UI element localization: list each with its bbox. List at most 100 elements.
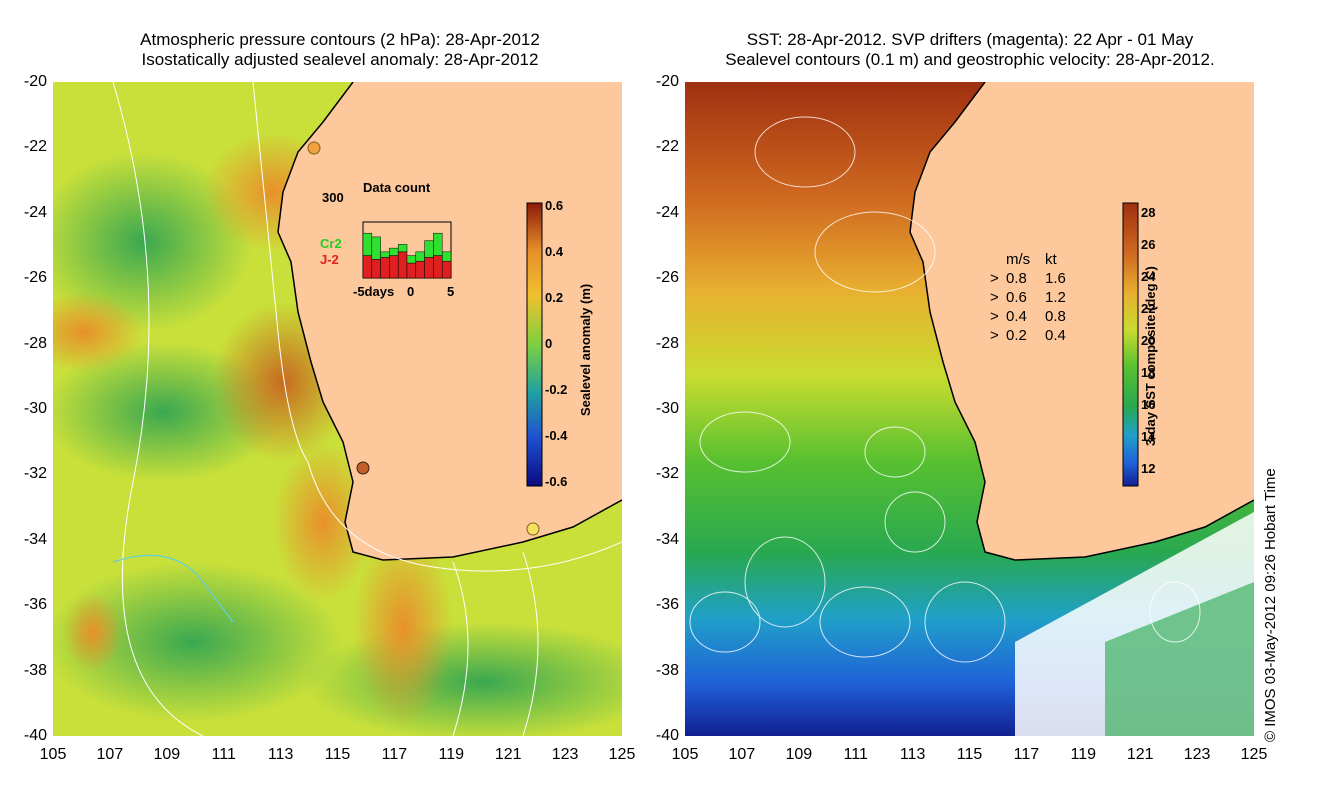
right-colorbar-tick: 28 xyxy=(1141,205,1156,220)
inset-bar-cr2 xyxy=(362,232,373,256)
inset-bar-j2 xyxy=(415,260,425,279)
inset-bar-j2 xyxy=(441,260,452,279)
right-ytick: -32 xyxy=(655,465,679,483)
left-colorbar-tick: -0.2 xyxy=(545,382,568,397)
right-ytick: -24 xyxy=(655,203,679,221)
inset-bar-j2 xyxy=(397,251,408,279)
sealevel-anomaly-map xyxy=(53,82,622,736)
right-xtick: 105 xyxy=(671,746,699,763)
australia-land-right xyxy=(910,82,1254,560)
vel-ms-value: 0.4 xyxy=(1006,308,1027,325)
right-ytick: -36 xyxy=(655,596,679,614)
left-ytick: -36 xyxy=(23,596,47,614)
left-xtick: 105 xyxy=(39,746,67,763)
inset-bar-cr2 xyxy=(389,247,399,256)
left-colorbar-tick: -0.4 xyxy=(545,428,568,443)
right-ytick: -40 xyxy=(655,727,679,744)
right-xtick: 113 xyxy=(899,746,926,763)
site-marker-3 xyxy=(526,522,540,536)
sst-map xyxy=(685,82,1254,736)
vel-arrow-icon: > xyxy=(990,289,999,306)
right-colorbar-tick: 16 xyxy=(1141,397,1156,412)
right-xtick: 121 xyxy=(1126,746,1154,763)
left-xtick: 119 xyxy=(438,746,465,763)
right-colorbar-tick: 12 xyxy=(1141,461,1156,476)
right-ytick: -30 xyxy=(655,400,679,417)
left-colorbar-tick: -0.6 xyxy=(545,474,568,489)
left-xtick: 109 xyxy=(153,746,181,763)
inset-bar-j2 xyxy=(406,262,417,279)
left-xtick: 125 xyxy=(608,746,636,763)
inset-bar-cr2 xyxy=(397,244,408,253)
inset-xtick-2: 5 xyxy=(447,284,455,299)
right-xtick: 115 xyxy=(956,746,983,763)
left-ytick: -30 xyxy=(23,400,47,417)
coastline-right xyxy=(909,82,1254,561)
left-colorbar-tick: 0.6 xyxy=(545,198,564,213)
right-xtick: 117 xyxy=(1013,746,1040,763)
right-colorbar-tick: 20 xyxy=(1141,333,1156,348)
left-ytick: -26 xyxy=(23,269,47,287)
inset-bar-cr2 xyxy=(441,251,452,262)
vel-kt-value: 0.4 xyxy=(1045,327,1066,344)
right-ytick: -28 xyxy=(655,334,679,352)
left-colorbar-tick: 0 xyxy=(545,336,553,351)
inset-bar-j2 xyxy=(433,255,443,279)
imos-credit: © IMOS 03-May-2012 09:26 Hobart Time xyxy=(1262,468,1279,742)
left-colorbar-tick: 0.2 xyxy=(545,290,564,305)
inset-bar-cr2 xyxy=(424,240,434,258)
vel-header-kt: kt xyxy=(1045,251,1057,268)
left-xtick: 111 xyxy=(211,746,236,763)
vel-arrow-icon: > xyxy=(990,327,999,344)
left-ytick: -24 xyxy=(23,203,47,221)
legend-cr2: Cr2 xyxy=(320,236,342,251)
legend-j2: J-2 xyxy=(320,252,339,267)
inset-bar-j2 xyxy=(380,257,390,279)
right-colorbar-tick: 14 xyxy=(1141,429,1156,444)
sealevel-colorbar xyxy=(526,202,543,487)
left-ytick: -38 xyxy=(23,661,47,679)
inset-bar-cr2 xyxy=(406,255,417,264)
left-xtick: 117 xyxy=(381,746,408,763)
inset-bar-j2 xyxy=(424,257,434,279)
right-colorbar-tick: 22 xyxy=(1141,301,1156,316)
right-xtick: 107 xyxy=(728,746,756,763)
inset-xtick-1: 0 xyxy=(407,284,415,299)
inset-bar-j2 xyxy=(389,255,399,279)
right-ytick: -34 xyxy=(655,530,679,548)
vel-kt-value: 0.8 xyxy=(1045,308,1066,325)
left-colorbar-tick: 0.4 xyxy=(545,244,564,259)
vel-ms-value: 0.2 xyxy=(1006,327,1027,344)
left-xtick: 113 xyxy=(267,746,294,763)
vel-kt-value: 1.2 xyxy=(1045,289,1066,306)
right-colorbar-tick: 26 xyxy=(1141,237,1156,252)
left-xtick: 123 xyxy=(551,746,579,763)
left-ytick: -32 xyxy=(23,465,47,483)
left-ytick: -22 xyxy=(23,138,47,156)
right-xtick: 111 xyxy=(843,746,868,763)
right-ytick: -20 xyxy=(655,73,679,90)
inset-title: Data count xyxy=(363,180,431,195)
sst-colorbar xyxy=(1122,202,1139,487)
site-marker-1 xyxy=(307,141,321,155)
inset-bar-cr2 xyxy=(415,251,425,262)
vel-ms-value: 0.6 xyxy=(1006,289,1027,306)
data-count-inset xyxy=(362,221,452,279)
vel-arrow-icon: > xyxy=(990,270,999,287)
right-colorbar-label: 3-day SST composite (deg C) xyxy=(1143,266,1158,446)
right-xtick: 119 xyxy=(1070,746,1097,763)
site-marker-2 xyxy=(356,461,370,475)
inset-ymax: 300 xyxy=(322,190,344,205)
inset-bar-j2 xyxy=(362,255,373,279)
right-ytick: -26 xyxy=(655,269,679,287)
left-xtick: 115 xyxy=(324,746,351,763)
left-colorbar-label: Sealevel anomaly (m) xyxy=(578,283,593,416)
vel-kt-value: 1.6 xyxy=(1045,270,1066,287)
inset-bar-cr2 xyxy=(433,232,443,256)
right-xtick: 109 xyxy=(785,746,813,763)
right-xtick: 125 xyxy=(1240,746,1268,763)
inset-xtick-0: -5days xyxy=(353,284,395,299)
right-colorbar-tick: 18 xyxy=(1141,365,1156,380)
right-ytick: -38 xyxy=(655,661,679,679)
left-xtick: 107 xyxy=(96,746,124,763)
